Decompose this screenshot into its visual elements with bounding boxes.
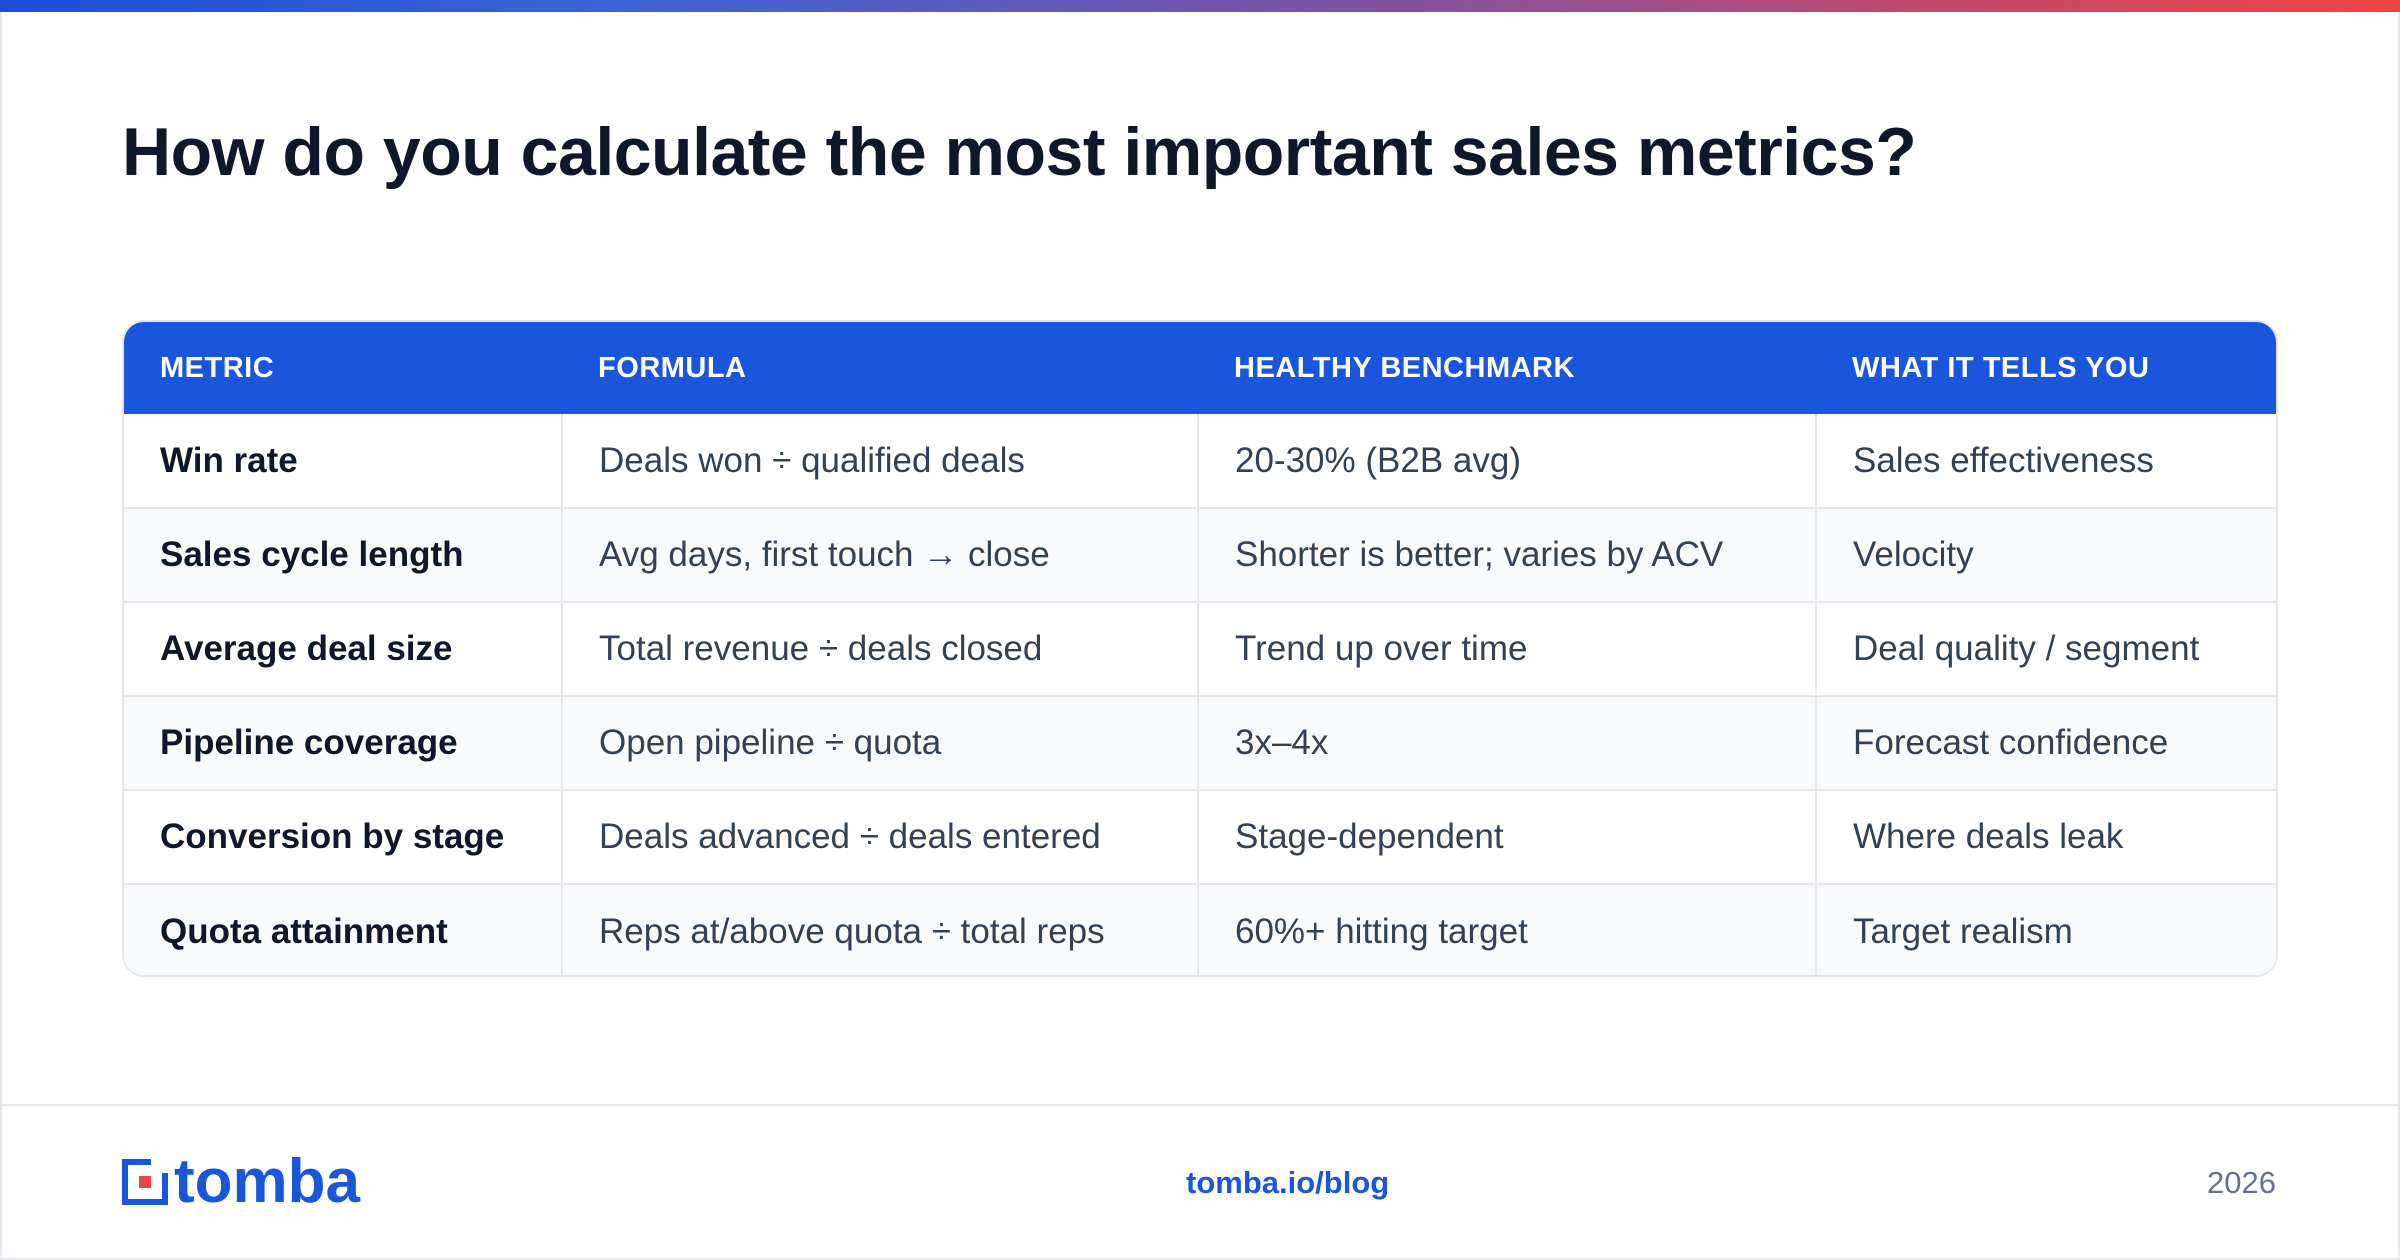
benchmark-cell: Trend up over time bbox=[1197, 601, 1816, 696]
benchmark-cell: Stage-dependent bbox=[1197, 789, 1816, 884]
formula-cell: Reps at/above quota ÷ total reps bbox=[561, 883, 1198, 975]
insight-cell: Where deals leak bbox=[1815, 789, 2276, 884]
tomba-logo-icon bbox=[122, 1159, 168, 1205]
benchmark-cell: 20-30% (B2B avg) bbox=[1197, 414, 1816, 508]
metrics-table-container: METRIC FORMULA HEALTHY BENCHMARK WHAT IT… bbox=[122, 320, 2278, 977]
table-row: Quota attainment Reps at/above quota ÷ t… bbox=[124, 883, 2276, 975]
formula-cell: Total revenue ÷ deals closed bbox=[561, 601, 1198, 696]
insight-cell: Forecast confidence bbox=[1815, 695, 2276, 790]
benchmark-cell: Shorter is better; varies by ACV bbox=[1197, 507, 1816, 602]
table-row: Pipeline coverage Open pipeline ÷ quota … bbox=[124, 695, 2276, 790]
formula-cell: Open pipeline ÷ quota bbox=[561, 695, 1198, 790]
insight-cell: Deal quality / segment bbox=[1815, 601, 2276, 696]
insight-cell: Target realism bbox=[1815, 883, 2276, 975]
table-row: Conversion by stage Deals advanced ÷ dea… bbox=[124, 789, 2276, 884]
footer-year: 2026 bbox=[2207, 1165, 2276, 1200]
page-title: How do you calculate the most important … bbox=[122, 114, 1917, 190]
header-formula: FORMULA bbox=[598, 351, 747, 384]
metric-cell: Conversion by stage bbox=[124, 789, 562, 884]
blog-link[interactable]: tomba.io/blog bbox=[1186, 1165, 1390, 1200]
footer-divider bbox=[0, 1104, 2400, 1106]
brand-name: tomba bbox=[174, 1147, 360, 1216]
tomba-logo[interactable]: tomba bbox=[122, 1147, 360, 1216]
metric-cell: Quota attainment bbox=[124, 883, 562, 975]
header-healthy-benchmark: HEALTHY BENCHMARK bbox=[1234, 351, 1575, 384]
gradient-accent-bar bbox=[0, 0, 2400, 12]
table-row: Sales cycle length Avg days, first touch… bbox=[124, 507, 2276, 602]
formula-cell: Deals won ÷ qualified deals bbox=[561, 414, 1198, 508]
metric-cell: Average deal size bbox=[124, 601, 562, 696]
insight-cell: Velocity bbox=[1815, 507, 2276, 602]
metrics-table: METRIC FORMULA HEALTHY BENCHMARK WHAT IT… bbox=[124, 322, 2276, 975]
insight-cell: Sales effectiveness bbox=[1815, 414, 2276, 508]
header-metric: METRIC bbox=[160, 351, 275, 384]
metric-cell: Sales cycle length bbox=[124, 507, 562, 602]
formula-cell: Deals advanced ÷ deals entered bbox=[561, 789, 1198, 884]
metric-cell: Win rate bbox=[160, 440, 298, 480]
metric-cell: Pipeline coverage bbox=[124, 695, 562, 790]
table-row: Average deal size Total revenue ÷ deals … bbox=[124, 601, 2276, 696]
table-header-row: METRIC FORMULA HEALTHY BENCHMARK WHAT IT… bbox=[124, 322, 2276, 414]
benchmark-cell: 3x–4x bbox=[1197, 695, 1816, 790]
benchmark-cell: 60%+ hitting target bbox=[1197, 883, 1816, 975]
table-row: Win rate Deals won ÷ qualified deals 20-… bbox=[124, 414, 2276, 508]
header-what-it-tells-you: WHAT IT TELLS YOU bbox=[1852, 351, 2150, 384]
formula-cell: Avg days, first touch → close bbox=[561, 507, 1198, 602]
